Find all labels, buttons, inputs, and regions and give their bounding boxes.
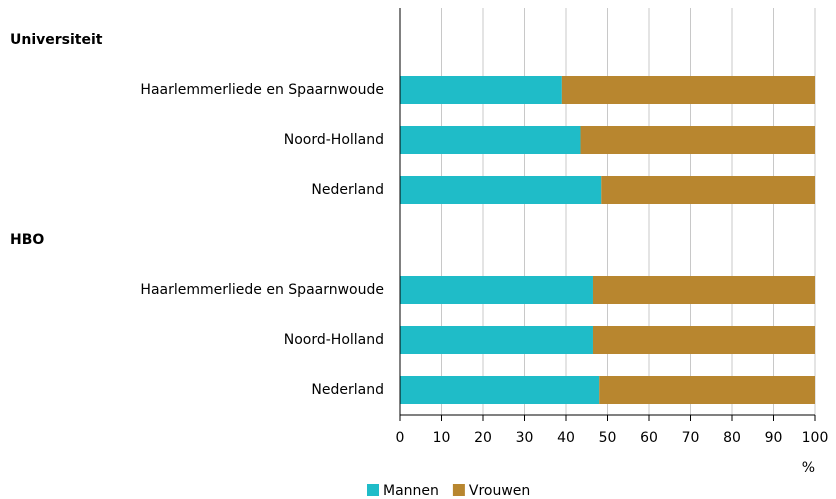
x-tick-label: 30	[516, 430, 534, 446]
bar-segment	[592, 276, 815, 304]
legend-swatch	[452, 484, 465, 496]
bar-segment	[400, 176, 602, 204]
y-tick-label: Noord-Holland	[284, 132, 384, 148]
y-tick-label: Haarlemmerliede en Spaarnwoude	[140, 282, 384, 298]
group-label: Universiteit	[10, 32, 103, 48]
x-tick-label: 20	[474, 430, 492, 446]
y-tick-label: Nederland	[311, 182, 384, 198]
bar-segment	[601, 176, 815, 204]
bar-segment	[400, 376, 600, 404]
x-tick-label: 90	[765, 430, 783, 446]
x-axis-label: %	[802, 460, 815, 476]
legend-label: Vrouwen	[469, 483, 530, 499]
bar-segment	[599, 376, 815, 404]
x-tick-label: 100	[802, 430, 829, 446]
bar-segment	[400, 126, 581, 154]
x-tick-label: 50	[599, 430, 617, 446]
y-tick-label: Haarlemmerliede en Spaarnwoude	[140, 82, 384, 98]
bar-segment	[592, 326, 815, 354]
y-tick-label: Nederland	[311, 382, 384, 398]
x-tick-label: 40	[557, 430, 575, 446]
bar-segment	[580, 126, 815, 154]
group-label: HBO	[10, 232, 44, 248]
bar-segment	[400, 326, 593, 354]
bar-segment	[561, 76, 815, 104]
x-tick-label: 80	[723, 430, 741, 446]
x-tick-label: 10	[433, 430, 451, 446]
x-tick-label: 60	[640, 430, 658, 446]
y-tick-label: Noord-Holland	[284, 332, 384, 348]
x-tick-label: 70	[682, 430, 700, 446]
legend-swatch	[367, 484, 379, 496]
bar-segment	[400, 276, 593, 304]
legend-label: Mannen	[383, 483, 439, 499]
bar-segment	[400, 76, 562, 104]
x-tick-label: 0	[396, 430, 405, 446]
